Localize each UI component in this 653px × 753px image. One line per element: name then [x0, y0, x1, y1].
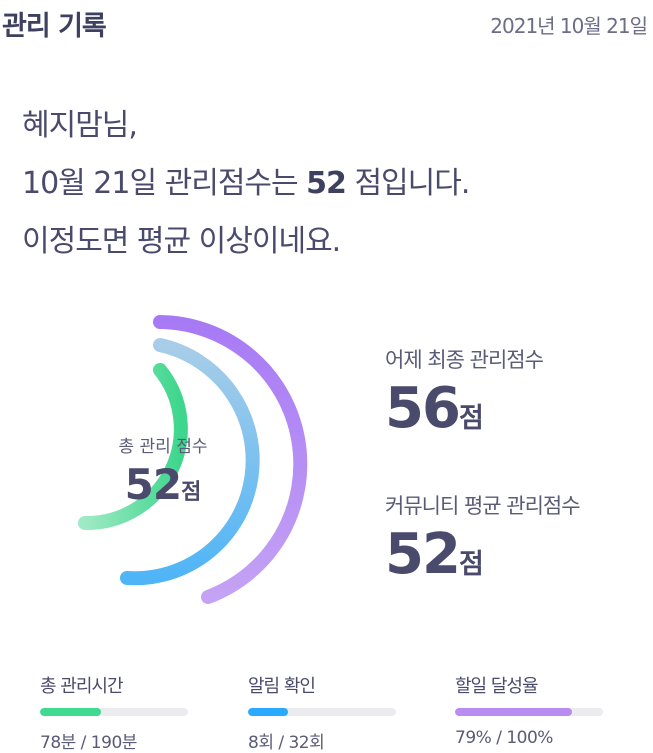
metric-notification-check: 알림 확인 8회 / 32회	[248, 672, 408, 753]
community-score-number: 52	[385, 522, 461, 587]
metric-value: 78분 / 190분	[40, 733, 137, 753]
total-score-unit: 점	[181, 480, 202, 505]
metric-value: 79% / 100%	[455, 728, 553, 748]
message-score-suffix: 점입니다.	[345, 166, 470, 201]
yesterday-score: 어제 최종 관리점수 56점	[385, 344, 544, 441]
progress-track	[248, 708, 396, 716]
metric-label: 총 관리시간	[40, 676, 124, 697]
message-comment: 이정도면 평균 이상이네요.	[22, 224, 341, 259]
metric-todo-achievement: 할일 달성율 79% / 100%	[455, 672, 615, 748]
message-score-prefix: 10월 21일 관리점수는	[22, 166, 307, 201]
community-score: 커뮤니티 평균 관리점수 52점	[385, 490, 581, 587]
metric-label: 알림 확인	[248, 676, 316, 697]
total-score-label: 총 관리 점수	[118, 437, 208, 457]
yesterday-score-unit: 점	[458, 403, 484, 434]
metric-value: 8회 / 32회	[248, 733, 325, 753]
ring-middle	[120, 338, 260, 586]
score-rings	[60, 305, 360, 615]
message-score-value: 52	[306, 166, 347, 201]
yesterday-score-value: 56점	[385, 376, 543, 441]
date-label: 2021년 10월 21일	[490, 14, 648, 38]
progress-fill	[40, 708, 101, 716]
message-greeting: 혜지맘님,	[22, 108, 138, 143]
community-score-value: 52점	[385, 522, 580, 587]
total-score-value: 52점	[100, 460, 226, 509]
progress-fill	[455, 708, 572, 716]
metric-management-time: 총 관리시간 78분 / 190분	[40, 672, 200, 753]
progress-track	[40, 708, 188, 716]
yesterday-score-label: 어제 최종 관리점수	[385, 348, 544, 372]
progress-fill	[248, 708, 288, 716]
score-message: 혜지맘님, 10월 21일 관리점수는 52 점입니다. 이정도면 평균 이상이…	[22, 104, 470, 278]
page-title: 관리 기록	[2, 11, 107, 42]
community-score-label: 커뮤니티 평균 관리점수	[385, 494, 581, 518]
ring-inner	[78, 363, 188, 531]
metric-label: 할일 달성율	[455, 676, 539, 697]
message-score-line: 10월 21일 관리점수는 52 점입니다.	[22, 162, 470, 220]
yesterday-score-number: 56	[385, 376, 461, 441]
progress-track	[455, 708, 603, 716]
ring-outer	[153, 315, 308, 604]
score-rings-graphic	[78, 315, 308, 604]
community-score-unit: 점	[458, 549, 484, 580]
total-score-number: 52	[124, 460, 182, 509]
